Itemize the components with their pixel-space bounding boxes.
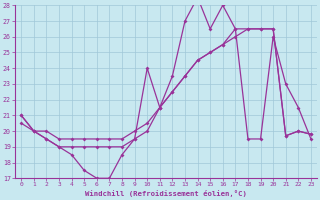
- X-axis label: Windchill (Refroidissement éolien,°C): Windchill (Refroidissement éolien,°C): [85, 190, 247, 197]
